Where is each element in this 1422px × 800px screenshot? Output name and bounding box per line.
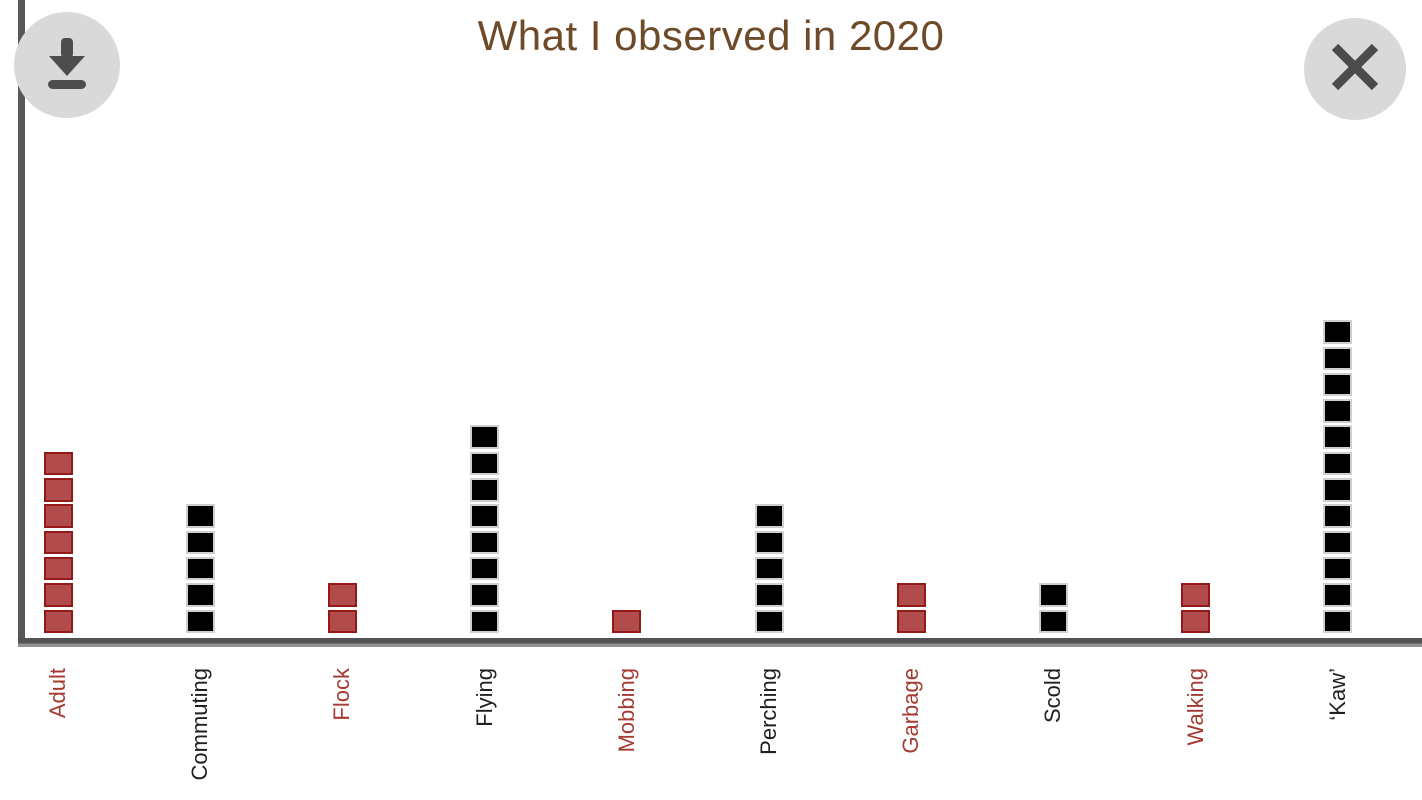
close-button[interactable] — [1304, 18, 1406, 120]
waffle-square — [43, 609, 73, 633]
y-axis-line — [18, 0, 25, 646]
waffle-square — [470, 556, 500, 581]
waffle-square — [185, 556, 215, 581]
waffle-square — [1038, 583, 1068, 607]
waffle-square — [754, 583, 784, 607]
waffle-square — [185, 609, 215, 633]
waffle-square — [754, 609, 784, 633]
waffle-square — [896, 583, 926, 607]
waffle-square — [185, 583, 215, 607]
waffle-square — [470, 583, 500, 607]
download-button[interactable] — [14, 12, 120, 118]
waffle-square — [1323, 609, 1353, 633]
waffle-square — [1323, 583, 1353, 607]
waffle-square — [185, 504, 215, 528]
waffle-square — [470, 478, 500, 502]
close-icon — [1327, 39, 1383, 100]
waffle-square — [1181, 583, 1211, 607]
waffle-square — [1323, 425, 1353, 449]
waffle-square — [1181, 609, 1211, 633]
waffle-square — [470, 530, 500, 555]
waffle-square — [43, 504, 73, 528]
waffle-square — [1323, 478, 1353, 502]
waffle-square — [470, 451, 500, 476]
waffle-square — [185, 530, 215, 555]
waffle-square — [1323, 372, 1353, 397]
waffle-square — [1323, 320, 1353, 344]
waffle-square — [327, 583, 357, 607]
chart-title: What I observed in 2020 — [477, 12, 945, 59]
waffle-square — [43, 451, 73, 476]
waffle-square — [470, 425, 500, 449]
waffle-square — [43, 530, 73, 555]
waffle-square — [43, 478, 73, 502]
waffle-square — [1323, 530, 1353, 555]
waffle-square — [754, 504, 784, 528]
waffle-square — [43, 556, 73, 581]
waffle-square — [612, 609, 642, 633]
waffle-square — [754, 556, 784, 581]
waffle-square — [1323, 504, 1353, 528]
waffle-square — [754, 530, 784, 555]
waffle-square — [1323, 451, 1353, 476]
waffle-square — [43, 583, 73, 607]
waffle-square — [896, 609, 926, 633]
waffle-square — [470, 504, 500, 528]
waffle-square — [1323, 346, 1353, 370]
waffle-square — [327, 609, 357, 633]
x-axis-line — [18, 638, 1422, 647]
waffle-square — [470, 609, 500, 633]
waffle-square — [1323, 399, 1353, 423]
download-icon — [36, 32, 98, 99]
waffle-square — [1323, 556, 1353, 581]
waffle-square — [1038, 609, 1068, 633]
